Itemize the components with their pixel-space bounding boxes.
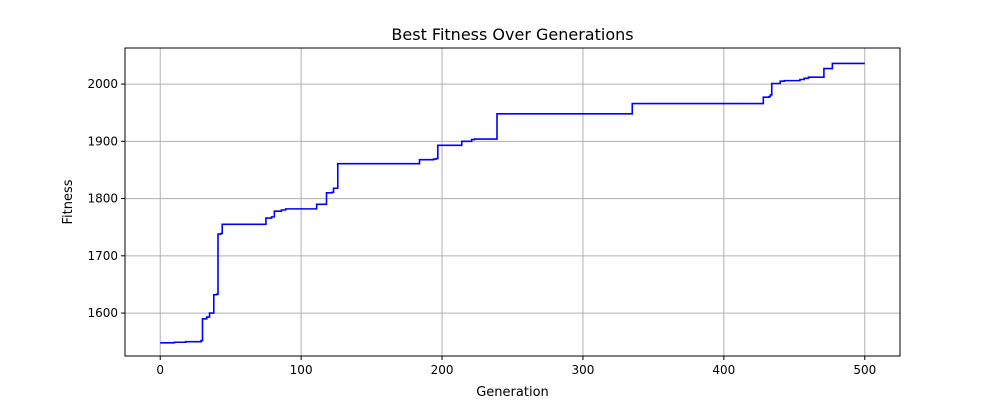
x-tick-label: 400 [712, 363, 735, 377]
series-0-line [160, 62, 865, 344]
y-tick-label: 1800 [87, 192, 118, 206]
y-tick-label: 2000 [87, 77, 118, 91]
y-tick-label: 1700 [87, 249, 118, 263]
y-tick-label: 1900 [87, 134, 118, 148]
x-tick-label: 0 [156, 363, 164, 377]
x-tick-label: 300 [572, 363, 595, 377]
x-axis-title: Generation [476, 385, 549, 400]
grid [125, 48, 900, 356]
y-tick-label: 1600 [87, 306, 118, 320]
chart-title: Best Fitness Over Generations [391, 25, 633, 44]
y-axis-title: Fitness [61, 179, 76, 224]
x-tick-label: 500 [853, 363, 876, 377]
series-line [160, 62, 865, 344]
plot-frame [124, 47, 901, 357]
ticks: 0 100 200 300 400 500 1600 1700 1800 1900 2000 [87, 77, 876, 377]
x-tick-label: 200 [431, 363, 454, 377]
x-tick-label: 100 [290, 363, 313, 377]
